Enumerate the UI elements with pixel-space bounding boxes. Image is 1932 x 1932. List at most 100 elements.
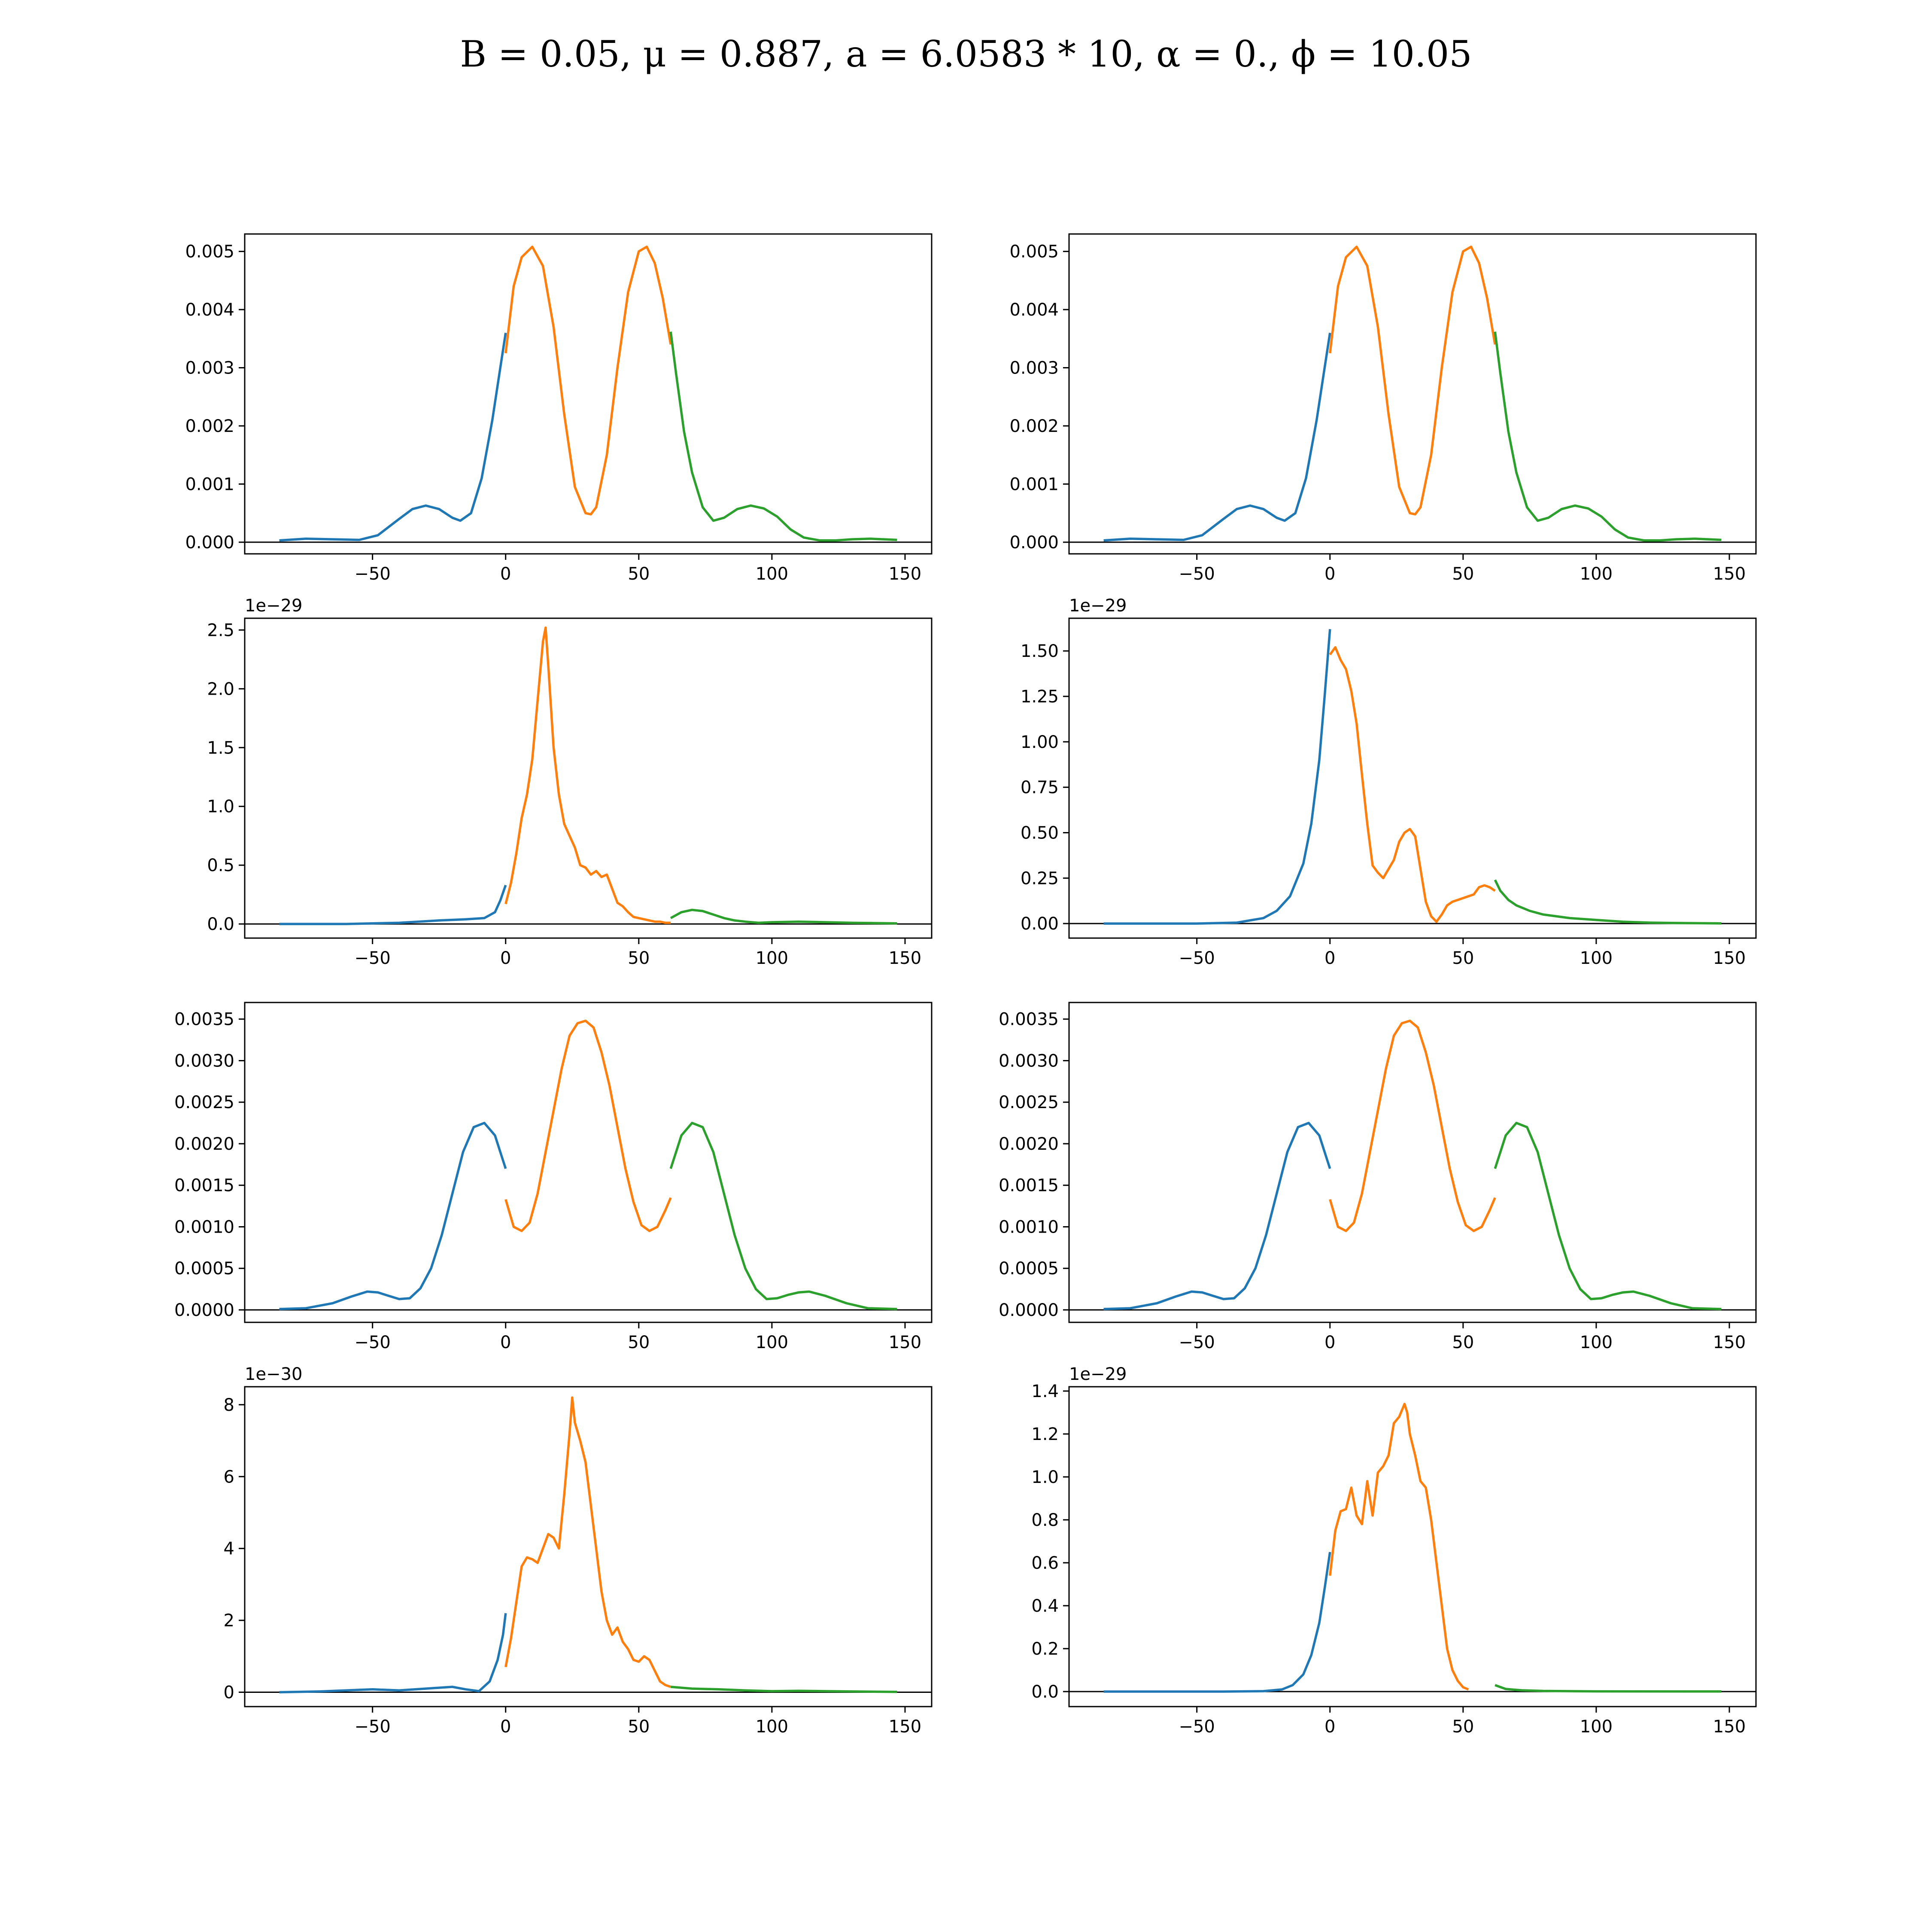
x-tick-label: 100: [1580, 948, 1613, 968]
right-segment-line: [1494, 1121, 1722, 1310]
y-tick-label: 0.25: [1021, 869, 1059, 888]
left-segment-line: [279, 884, 507, 925]
y-tick-label: 0.000: [185, 533, 234, 553]
x-tick-label: 0: [500, 1333, 511, 1352]
right-segment-line: [669, 331, 897, 542]
subplot-7: −50 0 50 100 150 0 2 4 6 8 1e−30: [224, 1364, 933, 1737]
x-tick-label: 0: [500, 564, 511, 584]
x-tick-label: 100: [1580, 1333, 1613, 1352]
x-tick-label: −50: [354, 948, 390, 968]
y-tick-label: 0.0000: [174, 1300, 234, 1320]
y-tick-label: 0.0020: [174, 1134, 234, 1154]
y-tick-label: 8: [224, 1395, 234, 1415]
y-tick-label: 4: [224, 1539, 234, 1559]
plot-frame: [244, 1002, 933, 1323]
plot-frame: [244, 1386, 933, 1707]
y-offset-label: 1e−29: [1069, 1364, 1127, 1384]
x-tick-label: 0: [1324, 948, 1335, 968]
y-tick-label: 1.2: [1031, 1425, 1059, 1444]
x-tick-label: 100: [756, 564, 788, 584]
x-tick-label: −50: [1179, 1717, 1215, 1737]
left-segment-line: [1103, 1121, 1331, 1310]
plot-frame: [1068, 1386, 1757, 1707]
x-tick-label: 50: [1452, 1717, 1474, 1737]
y-tick-label: 1.0: [1031, 1467, 1059, 1487]
y-tick-label: 0.0005: [999, 1259, 1059, 1279]
y-tick-label: 1.25: [1021, 687, 1059, 707]
middle-segment-line: [504, 626, 671, 924]
y-tick-label: 0.0035: [999, 1010, 1059, 1030]
y-tick-label: 0.0015: [174, 1176, 234, 1196]
y-tick-label: 2.5: [207, 620, 234, 640]
y-offset-label: 1e−29: [1069, 596, 1127, 616]
x-tick-label: 0: [500, 1717, 511, 1737]
x-tick-label: 50: [628, 948, 650, 968]
subplot-grid: −50 0 50 100 1500.0000.0010.0020.0030.0040.0…: [174, 233, 1757, 1737]
y-tick-label: 6: [224, 1467, 234, 1487]
x-tick-label: 100: [756, 1333, 788, 1352]
subplot-2: −50 0 50 100 150 0.000 0.001 0.002 0.003 0.004 0.0…: [1009, 233, 1757, 584]
x-tick-label: 100: [1580, 1717, 1613, 1737]
right-segment-line: [1494, 331, 1722, 542]
middle-segment-line: [1329, 1403, 1469, 1691]
subplot-4: −50 0 50 100 150 0.00 0.25 0.50 0.75 1.00 1.25 1.50…: [1021, 596, 1757, 968]
plot-frame: [1068, 617, 1757, 939]
y-offset-label: 1e−29: [245, 596, 302, 616]
y-tick-label: 0.5: [207, 856, 234, 875]
y-tick-label: 1.4: [1031, 1382, 1059, 1401]
y-tick-label: 0.004: [1009, 300, 1059, 320]
subplot-1: −50 0 50 100 150 0.000 0.001 0.002 0.003 0.004 0.0…: [185, 233, 933, 584]
y-tick-label: 1.50: [1021, 641, 1059, 661]
right-segment-line: [1495, 1684, 1722, 1693]
y-tick-label: 0.00: [1021, 914, 1059, 934]
x-tick-label: 150: [1713, 948, 1746, 968]
left-segment-line: [1103, 629, 1331, 925]
left-segment-line: [279, 1613, 507, 1694]
y-tick-label: 1.00: [1021, 732, 1059, 752]
left-segment-line: [1103, 332, 1331, 542]
x-tick-label: 0: [1324, 1717, 1335, 1737]
x-tick-label: −50: [354, 1333, 390, 1352]
x-tick-label: 50: [1452, 564, 1474, 584]
y-tick-label: 1.5: [207, 738, 234, 758]
plot-frame: [244, 233, 933, 555]
y-tick-label: 0.001: [1009, 474, 1059, 494]
y-tick-label: 0.6: [1031, 1553, 1059, 1573]
x-tick-label: 100: [1580, 564, 1613, 584]
x-tick-label: −50: [1179, 1333, 1215, 1352]
y-tick-label: 0.005: [185, 242, 234, 262]
x-tick-label: −50: [1179, 564, 1215, 584]
plot-frame: [1068, 233, 1757, 555]
plot-frame: [1068, 1002, 1757, 1323]
y-tick-label: 2.0: [207, 679, 234, 699]
figure-title: B = 0.05, μ = 0.887, a = 6.0583 * 10, α …: [460, 33, 1472, 75]
y-tick-label: 2: [224, 1611, 234, 1631]
y-tick-label: 0.0: [1031, 1682, 1059, 1702]
y-tick-label: 0.0030: [999, 1051, 1059, 1071]
y-tick-label: 0.0020: [999, 1134, 1059, 1154]
y-tick-label: 0.003: [1009, 358, 1059, 378]
right-segment-line: [670, 908, 897, 925]
middle-segment-line: [504, 1396, 671, 1688]
x-tick-label: −50: [354, 1717, 390, 1737]
x-tick-label: 0: [1324, 564, 1335, 584]
y-tick-label: 0.50: [1021, 823, 1059, 843]
x-tick-label: −50: [354, 564, 390, 584]
y-tick-label: 0.0030: [174, 1051, 234, 1071]
y-tick-label: 0.8: [1031, 1510, 1059, 1530]
x-tick-label: 50: [628, 1717, 650, 1737]
y-offset-label: 1e−30: [245, 1364, 302, 1384]
x-tick-label: 150: [889, 948, 921, 968]
right-segment-line: [670, 1686, 897, 1693]
y-tick-label: 0.002: [185, 416, 234, 436]
right-segment-line: [669, 1121, 897, 1310]
left-segment-line: [1103, 1552, 1331, 1693]
y-tick-label: 0.0025: [999, 1093, 1059, 1112]
y-tick-label: 0.004: [185, 300, 234, 320]
y-tick-label: 0.4: [1031, 1596, 1059, 1616]
y-tick-label: 0.001: [185, 474, 234, 494]
y-tick-label: 0.0025: [174, 1093, 234, 1112]
y-tick-label: 0.2: [1031, 1639, 1059, 1659]
